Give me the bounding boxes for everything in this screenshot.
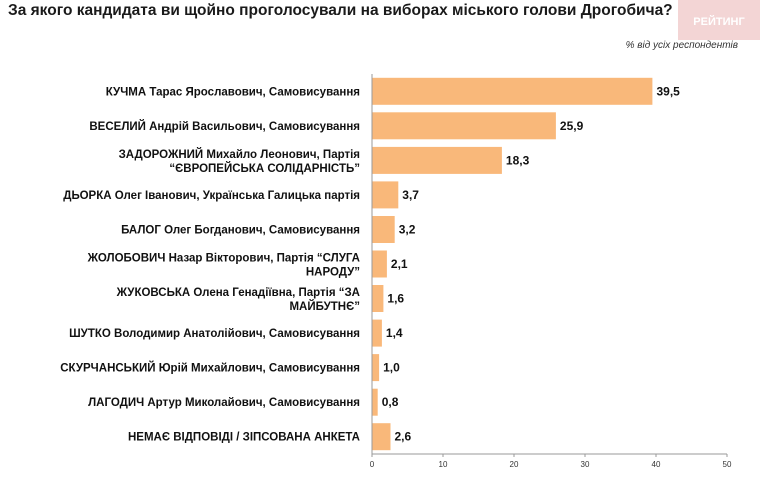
logo-text: РЕЙТИНГ — [693, 15, 745, 28]
value-label: 18,3 — [506, 153, 530, 167]
category-label: ДЬОРКА Олег Іванович, Українська Галицьк… — [63, 190, 360, 202]
x-tick-label: 0 — [370, 460, 375, 469]
bars-layer: КУЧМА Тарас Ярославович, Самовисування 39… — [60, 77, 681, 451]
bar — [372, 354, 380, 382]
bar — [372, 285, 384, 312]
value-label: 3,2 — [399, 223, 416, 237]
bar — [372, 388, 378, 416]
category-label: ЖОЛОБОВИЧ Назар Вікторович, Партія “СЛУГ… — [87, 253, 360, 279]
category-label: ЖУКОВСЬКА Олена Генадіївна, Партія “ЗА МА… — [116, 287, 360, 313]
category-label: ЛАГОДИЧ Артур Миколайович, Самовисування — [88, 397, 360, 409]
x-tick-label: 30 — [581, 460, 590, 469]
value-label: 25,9 — [560, 119, 584, 133]
bar — [372, 216, 395, 243]
category-label: БАЛОГ Олег Богданович, Самовисування — [121, 225, 360, 237]
value-label: 2,1 — [391, 257, 408, 271]
x-tick-label: 50 — [723, 460, 732, 469]
value-label: 39,5 — [657, 84, 681, 98]
category-label: ШУТКО Володимир Анатолійович, Самовисува… — [69, 328, 360, 340]
x-tick-label: 40 — [652, 460, 661, 469]
value-label: 2,6 — [395, 430, 412, 444]
bar — [372, 319, 382, 347]
value-label: 1,4 — [386, 326, 403, 340]
value-label: 1,0 — [383, 361, 400, 375]
x-tick-label: 10 — [439, 460, 448, 469]
x-tick-label: 20 — [510, 460, 519, 469]
category-label: НЕМАЄ ВІДПОВІДІ / ЗІПСОВАНА АНКЕТА — [128, 432, 360, 444]
rating-logo: РЕЙТИНГ — [678, 0, 760, 40]
logo-background — [678, 0, 760, 40]
bar — [372, 112, 556, 140]
value-label: 0,8 — [382, 395, 399, 409]
category-label: КУЧМА Тарас Ярославович, Самовисування — [106, 86, 360, 98]
bar — [372, 250, 387, 278]
category-label: СКУРЧАНСЬКИЙ Юрій Михайлович, Самовисува… — [60, 362, 360, 375]
chart-title: За якого кандидата ви щойно проголосувал… — [8, 2, 673, 19]
x-axis: 0 10 20 30 40 50 — [370, 74, 732, 469]
category-label: ВЕСЕЛИЙ Андрій Васильович, Самовисування — [89, 120, 360, 133]
bar — [372, 146, 502, 174]
value-label: 3,7 — [402, 188, 419, 202]
bar — [372, 181, 399, 209]
bar — [372, 77, 653, 105]
bar — [372, 423, 391, 451]
unit-note: % від усіх респондентів — [625, 40, 738, 51]
category-label: ЗАДОРОЖНИЙ Михайло Леонович, Партія “ЄВРО… — [119, 148, 360, 175]
value-label: 1,6 — [387, 292, 404, 306]
